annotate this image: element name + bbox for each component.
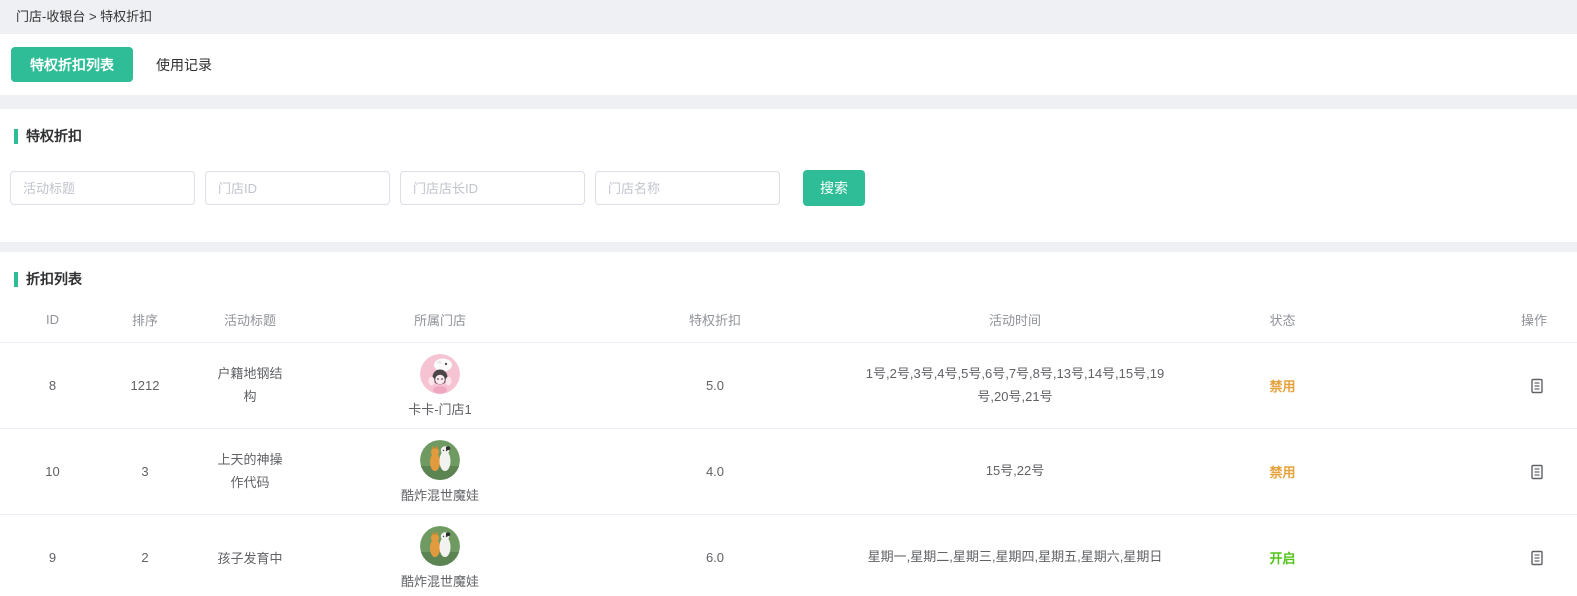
col-header-status: 状态 xyxy=(1269,313,1296,328)
row-action xyxy=(1400,376,1577,396)
section-accent-bar xyxy=(14,271,18,287)
store-name-input[interactable] xyxy=(595,171,780,205)
row-id: 9 xyxy=(48,550,57,565)
tab-usage-records[interactable]: 使用记录 xyxy=(156,56,212,73)
store-name: 卡卡-门店1 xyxy=(408,401,472,417)
table-header-row: ID 排序 活动标题 所属门店 特权折扣 活动时间 状态 操作 xyxy=(0,297,1577,343)
document-list-icon xyxy=(1531,464,1543,479)
document-list-icon xyxy=(1531,550,1543,565)
row-status: 开启 xyxy=(1269,551,1296,566)
search-form: 搜索 xyxy=(0,170,1577,206)
tab-privilege-discount-list[interactable]: 特权折扣列表 xyxy=(11,47,133,82)
row-sort: 1212 xyxy=(130,378,160,393)
view-detail-button[interactable] xyxy=(1527,548,1547,568)
tab-bar: 特权折扣列表 使用记录 xyxy=(0,34,1577,95)
col-header-title: 活动标题 xyxy=(223,313,276,328)
table-section-title: 折扣列表 xyxy=(0,269,1577,289)
row-id: 8 xyxy=(48,378,57,393)
row-discount: 6.0 xyxy=(705,550,725,565)
row-action xyxy=(1400,462,1577,482)
col-header-store: 所属门店 xyxy=(413,313,466,328)
row-id: 10 xyxy=(45,464,60,479)
row-activity-title: 孩子发育中 xyxy=(217,551,283,566)
section-accent-bar xyxy=(14,128,18,144)
store-name: 酷炸混世魔娃 xyxy=(400,573,479,589)
row-sort: 2 xyxy=(141,550,149,565)
col-header-sort: 排序 xyxy=(131,313,158,328)
search-section-title: 特权折扣 xyxy=(0,126,1577,146)
activity-title-input[interactable] xyxy=(10,171,195,205)
col-header-id: ID xyxy=(46,312,59,327)
discount-list-panel: 折扣列表 ID 排序 活动标题 所属门店 特权折扣 活动时间 状态 操作 8 1… xyxy=(0,252,1577,596)
store-avatar xyxy=(420,439,460,480)
row-activity-title: 上天的神操作代码 xyxy=(217,452,283,490)
breadcrumb[interactable]: 门店-收银台 > 特权折扣 xyxy=(16,9,153,24)
store-manager-id-input[interactable] xyxy=(400,171,585,205)
row-store: 酷炸混世魔娃 xyxy=(315,439,565,504)
row-status: 禁用 xyxy=(1269,465,1296,480)
table-row: 9 2 孩子发育中 酷炸混世魔娃 6.0 xyxy=(0,515,1577,596)
row-store: 卡卡-门店1 xyxy=(315,353,565,418)
row-discount: 5.0 xyxy=(705,378,725,393)
row-discount: 4.0 xyxy=(705,464,725,479)
table-row: 8 1212 户籍地钢结构 卡卡-门店1 xyxy=(0,343,1577,429)
table-row: 10 3 上天的神操作代码 酷炸混世魔娃 xyxy=(0,429,1577,515)
row-activity-time: 1号,2号,3号,4号,5号,6号,7号,8号,13号,14号,15号,19号,… xyxy=(865,366,1165,404)
row-sort: 3 xyxy=(141,464,149,479)
discount-table: ID 排序 活动标题 所属门店 特权折扣 活动时间 状态 操作 8 1212 户… xyxy=(0,297,1577,596)
row-action xyxy=(1400,548,1577,568)
col-header-time: 活动时间 xyxy=(988,313,1041,328)
view-detail-button[interactable] xyxy=(1527,376,1547,396)
col-header-discount: 特权折扣 xyxy=(688,313,741,328)
row-status: 禁用 xyxy=(1269,379,1296,394)
row-store: 酷炸混世魔娃 xyxy=(315,525,565,590)
store-name: 酷炸混世魔娃 xyxy=(400,487,479,503)
view-detail-button[interactable] xyxy=(1527,462,1547,482)
store-avatar xyxy=(420,525,460,566)
row-activity-time: 15号,22号 xyxy=(985,463,1045,479)
search-panel: 特权折扣 搜索 xyxy=(0,109,1577,242)
row-activity-title: 户籍地钢结构 xyxy=(217,366,283,404)
store-id-input[interactable] xyxy=(205,171,390,205)
col-header-action: 操作 xyxy=(1520,313,1547,328)
search-button[interactable]: 搜索 xyxy=(803,170,865,206)
store-avatar xyxy=(420,353,460,394)
document-list-icon xyxy=(1531,378,1543,393)
row-activity-time: 星期一,星期二,星期三,星期四,星期五,星期六,星期日 xyxy=(867,549,1163,565)
